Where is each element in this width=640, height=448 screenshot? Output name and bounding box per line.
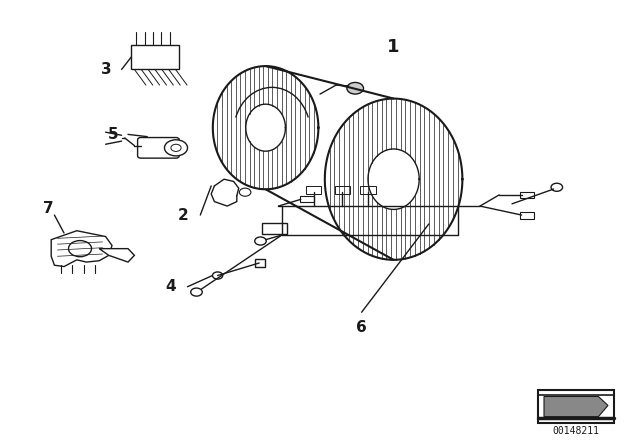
Text: 1: 1 (387, 38, 400, 56)
Bar (255, 259, 265, 267)
Text: 3: 3 (101, 62, 112, 77)
Bar (131, 45, 179, 69)
Circle shape (191, 288, 202, 296)
Circle shape (551, 183, 563, 191)
Text: 4: 4 (165, 279, 176, 294)
Circle shape (347, 82, 364, 94)
Circle shape (164, 140, 188, 156)
Polygon shape (51, 231, 112, 267)
Polygon shape (544, 396, 608, 417)
Text: 6: 6 (356, 320, 367, 335)
Bar (300, 196, 314, 202)
Bar (335, 186, 350, 194)
Text: 7: 7 (43, 201, 53, 216)
Polygon shape (99, 249, 134, 262)
Text: 2: 2 (178, 207, 189, 223)
Bar (360, 186, 376, 194)
Text: 00148211: 00148211 (552, 426, 600, 436)
Text: 5: 5 (108, 127, 118, 142)
Circle shape (255, 237, 266, 245)
FancyBboxPatch shape (138, 138, 179, 158)
Circle shape (212, 272, 223, 279)
Bar (262, 223, 287, 234)
Bar (520, 192, 534, 198)
Bar (520, 212, 534, 219)
Bar (306, 186, 321, 194)
Bar (538, 390, 614, 423)
